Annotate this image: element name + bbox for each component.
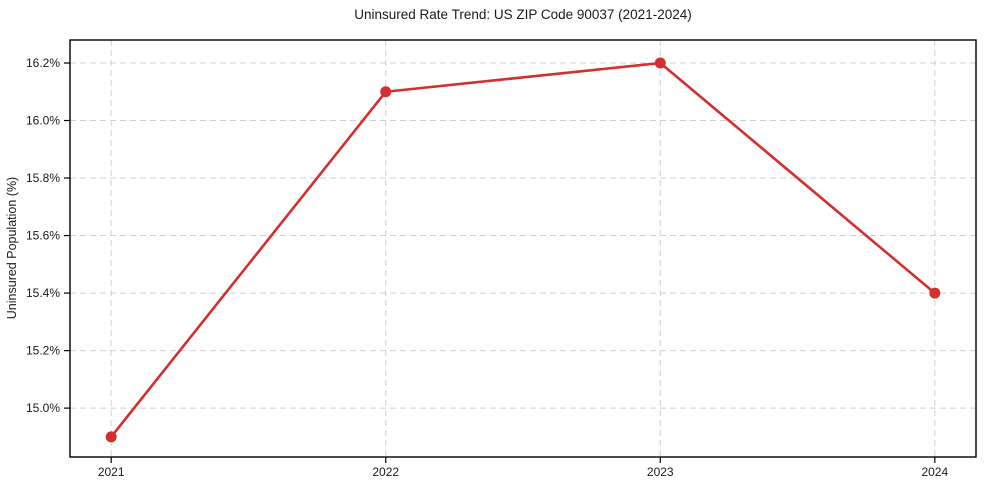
x-tick-label: 2022	[372, 465, 399, 479]
chart-title: Uninsured Rate Trend: US ZIP Code 90037 …	[354, 7, 691, 22]
data-point-marker	[929, 287, 941, 299]
x-tick-label: 2021	[98, 465, 125, 479]
x-tick-label: 2024	[921, 465, 948, 479]
label-layer: 15.0% 15.2% 15.4% 15.6% 15.8% 16.0% 16.2% 2021 2…	[26, 56, 949, 479]
grid-layer	[70, 40, 976, 457]
y-tick-label: 15.2%	[26, 344, 60, 358]
plot-area	[69, 39, 977, 458]
y-axis-label: Uninsured Population (%)	[5, 177, 19, 319]
frame-layer	[69, 39, 977, 458]
y-tick-label: 15.8%	[26, 171, 60, 185]
x-tick-label: 2023	[647, 465, 674, 479]
y-tick-label: 15.0%	[26, 401, 60, 415]
series-layer	[105, 57, 941, 443]
y-tick-label: 16.0%	[26, 114, 60, 128]
y-tick-label: 15.6%	[26, 229, 60, 243]
tick-layer	[64, 62, 936, 463]
y-tick-label: 16.2%	[26, 56, 60, 70]
data-point-marker	[105, 431, 117, 443]
data-point-marker	[380, 86, 392, 98]
y-tick-label: 15.4%	[26, 286, 60, 300]
data-point-marker	[654, 57, 666, 69]
trend-line	[109, 61, 937, 439]
